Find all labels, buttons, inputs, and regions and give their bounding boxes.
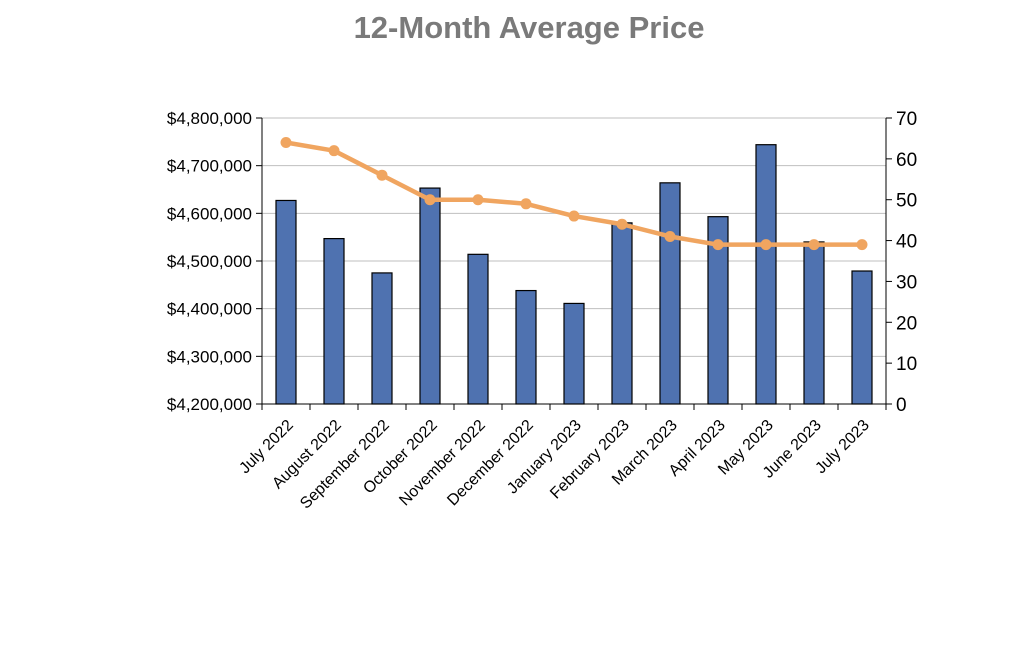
line-point	[472, 194, 484, 206]
x-tick-label: September 2022	[297, 417, 393, 513]
line-point	[520, 198, 532, 210]
x-tick-label: November 2022	[396, 417, 489, 510]
bar	[803, 241, 825, 405]
bar	[755, 144, 777, 405]
right-tick-label: 10	[896, 354, 917, 375]
right-tick-label: 20	[896, 313, 917, 334]
line-point	[280, 137, 292, 149]
right-tick-label: 0	[896, 395, 907, 416]
chart-title: 12-Month Average Price	[353, 10, 705, 45]
axis-ticks	[256, 117, 892, 410]
left-tick-label: $4,200,000	[167, 395, 252, 414]
line-series	[280, 137, 868, 251]
right-tick-label: 60	[896, 150, 917, 171]
line-point	[424, 194, 436, 206]
line-point	[760, 239, 772, 251]
line-point	[616, 218, 628, 230]
bar	[563, 302, 585, 405]
bar	[371, 272, 393, 405]
line-point	[664, 230, 676, 242]
line-point	[376, 169, 388, 181]
bar-series	[275, 144, 873, 405]
line-point	[568, 210, 580, 222]
bar	[851, 270, 873, 405]
left-tick-label: $4,500,000	[167, 252, 252, 271]
line-point	[328, 145, 340, 157]
right-tick-label: 40	[896, 232, 917, 253]
bar	[275, 199, 297, 405]
bar	[659, 182, 681, 405]
bar	[515, 289, 537, 405]
line-point	[856, 239, 868, 251]
bar	[323, 237, 345, 405]
left-tick-label: $4,700,000	[167, 157, 252, 176]
left-tick-label: $4,400,000	[167, 300, 252, 319]
right-tick-label: 70	[896, 109, 917, 130]
right-tick-label: 30	[896, 272, 917, 293]
bar	[611, 222, 633, 405]
line-point	[712, 239, 724, 251]
x-tick-label: December 2022	[444, 417, 537, 510]
right-tick-label: 50	[896, 191, 917, 212]
bar	[419, 187, 441, 405]
left-tick-label: $4,800,000	[167, 109, 252, 128]
left-tick-label: $4,300,000	[167, 347, 252, 366]
line-point	[808, 239, 820, 251]
bar	[467, 253, 489, 405]
left-tick-label: $4,600,000	[167, 204, 252, 223]
